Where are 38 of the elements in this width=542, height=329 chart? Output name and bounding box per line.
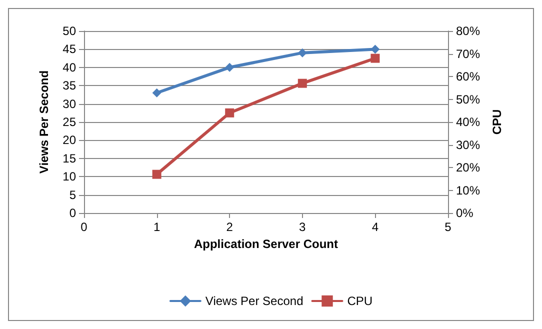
y2-tick-label: 80% (456, 24, 480, 38)
x-tick-label: 4 (372, 220, 379, 234)
y-tick-label: 25 (62, 115, 76, 129)
x-tick-label: 2 (226, 220, 234, 234)
point (152, 170, 162, 179)
legend-label: CPU (347, 294, 373, 308)
x-tick-label: 3 (299, 220, 306, 234)
y-tick-label: 0 (69, 206, 76, 220)
x-axis-title: Application Server Count (194, 236, 338, 251)
y2-tick-label: 70% (456, 46, 480, 61)
y-axis-title: Views Per Second (37, 70, 51, 174)
point (225, 62, 234, 72)
point (370, 54, 380, 63)
y-tick-label: 5 (69, 188, 76, 202)
y2-tick-label: 20% (456, 160, 480, 174)
y-tick-label: 40 (62, 60, 76, 74)
point (298, 78, 307, 88)
y2-tick-label: 10% (456, 183, 480, 198)
point (225, 108, 234, 118)
legend-label: Views Per Second (205, 294, 304, 308)
y2-tick-label: 60% (456, 70, 480, 84)
y-tick-label: 20 (62, 133, 76, 148)
y-tick-label: 15 (62, 151, 76, 166)
y2-tick-label: 50% (456, 92, 480, 106)
x-tick-label: 0 (80, 220, 88, 234)
y-tick-label: 50 (62, 24, 76, 38)
y2-tick-label: 0% (456, 206, 474, 220)
y-tick-label: 35 (62, 78, 76, 93)
x-tick-label: 5 (444, 220, 452, 234)
y-tick-label: 30 (62, 96, 76, 111)
x-tick-label: 1 (153, 220, 160, 234)
y2-tick-label: 40% (456, 115, 480, 129)
y2-tick-label: 30% (456, 138, 480, 152)
point (298, 48, 307, 58)
y-tick-label: 10 (62, 170, 76, 184)
point (152, 88, 162, 98)
y-tick-label: 45 (62, 42, 76, 56)
y2-axis-title: CPU (490, 109, 504, 135)
